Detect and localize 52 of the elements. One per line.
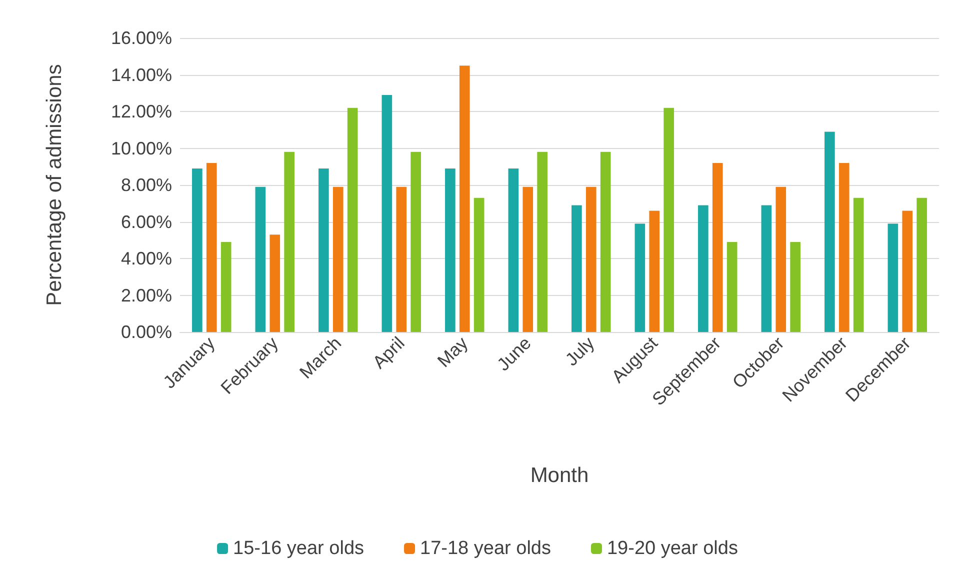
bar — [206, 162, 217, 332]
bar — [459, 66, 470, 332]
bar — [916, 198, 927, 332]
bar — [586, 186, 596, 332]
bar — [220, 242, 232, 332]
bar — [776, 186, 786, 332]
x-axis-title: Month — [530, 464, 589, 487]
bar — [347, 108, 358, 332]
bar — [382, 94, 392, 332]
bar — [698, 205, 708, 332]
bar — [902, 210, 913, 332]
bar — [824, 132, 835, 332]
bar — [508, 168, 519, 332]
x-tick-label: May — [434, 332, 472, 372]
legend-label: 19-20 year olds — [606, 538, 738, 559]
y-tick-label: 0.00% — [120, 322, 172, 342]
bar — [726, 242, 738, 332]
y-tick-label: 16.00% — [110, 28, 172, 48]
y-tick-label: 14.00% — [110, 64, 172, 85]
bar — [838, 162, 850, 332]
bar — [445, 168, 456, 332]
bar — [790, 242, 800, 332]
y-axis-title: Percentage of admissions — [43, 64, 66, 306]
y-tick-label: 8.00% — [120, 175, 172, 195]
bar — [192, 168, 202, 332]
bar — [318, 168, 329, 332]
y-tick-label: 10.00% — [110, 138, 172, 158]
bar — [474, 198, 484, 332]
bar — [572, 205, 582, 332]
bar — [600, 152, 611, 332]
bar — [664, 108, 674, 332]
bar — [332, 186, 344, 332]
bar — [284, 152, 294, 332]
y-tick-label: 6.00% — [120, 212, 172, 232]
bar — [522, 186, 534, 332]
bar — [537, 152, 548, 332]
bar — [410, 152, 421, 332]
bar — [634, 224, 646, 332]
y-tick-label: 2.00% — [120, 285, 172, 306]
legend-label: 17-18 year olds — [420, 538, 551, 559]
bar — [270, 234, 280, 332]
bar — [761, 205, 772, 332]
bar — [888, 224, 898, 332]
y-tick-label: 12.00% — [110, 102, 172, 122]
bar — [649, 210, 660, 332]
bar — [712, 162, 723, 332]
bar — [255, 186, 266, 332]
bar — [853, 198, 864, 332]
x-tick-label: July — [561, 332, 598, 370]
y-tick-label: 4.00% — [120, 248, 172, 268]
bar — [396, 186, 407, 332]
legend-label: 15-16 year olds — [233, 538, 364, 559]
